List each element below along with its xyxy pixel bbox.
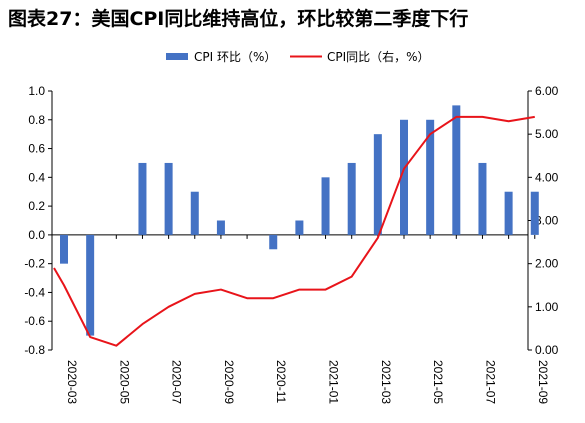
bar (190, 191, 199, 235)
bar (269, 234, 278, 250)
right-tick-label: 3.00 (535, 214, 559, 228)
bar (295, 220, 304, 235)
bar (504, 191, 513, 235)
legend: CPI 环比（%） CPI同比（右，%） (166, 49, 430, 64)
right-tick-label: 5.00 (535, 127, 559, 141)
bar (321, 177, 330, 235)
right-tick-label: 6.00 (535, 84, 559, 98)
bar (60, 234, 68, 264)
x-tick-label: 2020-09 (222, 360, 236, 404)
bar-series (60, 105, 539, 336)
left-tick-label: 0.2 (28, 199, 45, 213)
bar (164, 162, 173, 235)
x-tick-label: 2020-03 (65, 360, 79, 404)
x-tick-label: 2021-05 (431, 360, 445, 404)
left-tick-label: 0.6 (28, 142, 45, 156)
left-tick-label: -0.4 (24, 285, 45, 299)
right-tick-label: 0.00 (535, 343, 559, 357)
bar (530, 191, 539, 235)
bar (373, 134, 382, 235)
x-tick-label: 2021-07 (483, 360, 497, 404)
right-tick-label: 2.00 (535, 257, 559, 271)
left-tick-label: -0.2 (24, 257, 45, 271)
left-tick-label: -0.8 (24, 343, 45, 357)
line-series (53, 115, 535, 347)
left-tick-label: 1.0 (28, 84, 45, 98)
left-tick-label: -0.6 (24, 314, 45, 328)
right-tick-label: 4.00 (535, 170, 559, 184)
x-tick-label: 2021-03 (379, 360, 393, 404)
right-tick-label: 1.00 (535, 300, 559, 314)
left-tick-label: 0.4 (28, 170, 45, 184)
bar (478, 162, 487, 235)
x-tick-label: 2021-09 (536, 360, 550, 404)
axes: -0.8 -0.6 -0.4 -0.2 0.0 0.2 0.4 0.6 0.8 1.0 0.00 1.… (24, 84, 558, 404)
x-tick-label: 2020-05 (117, 360, 131, 404)
x-tick-label: 2020-07 (170, 360, 184, 404)
bar (216, 220, 225, 235)
cpi-yoy-line (53, 115, 535, 347)
legend-bar-swatch (166, 53, 188, 60)
legend-line-label: CPI同比（右，%） (327, 49, 430, 64)
legend-bar-label: CPI 环比（%） (194, 50, 276, 64)
bar (86, 234, 95, 336)
bar (400, 119, 408, 235)
bar (452, 105, 461, 235)
chart-title: 图表27：美国CPI同比维持高位，环比较第二季度下行 (8, 8, 469, 30)
x-tick-label: 2020-11 (274, 360, 288, 403)
bar (138, 162, 147, 235)
bar (426, 119, 435, 235)
left-tick-label: 0.0 (28, 228, 45, 242)
left-tick-label: 0.8 (28, 113, 45, 127)
x-tick-label: 2021-01 (327, 360, 341, 404)
bar (347, 162, 356, 235)
